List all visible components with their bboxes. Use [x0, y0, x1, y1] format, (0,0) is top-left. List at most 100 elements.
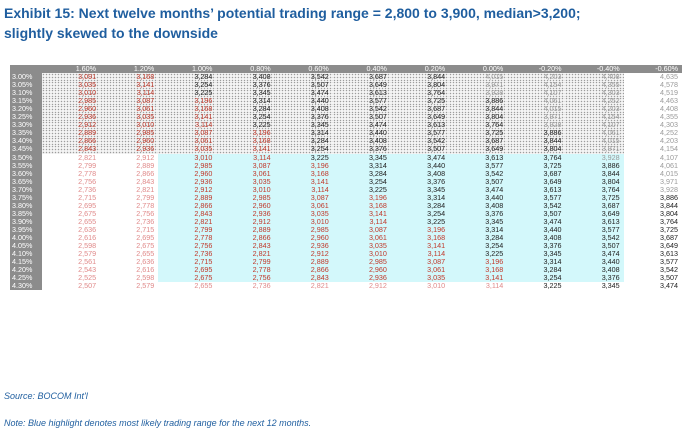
table-cell: 3,725 — [507, 161, 566, 170]
table-cell: 3,087 — [274, 193, 333, 202]
table-row: 3.40% 2,866 2,960 3,061 3,168 3,284 3,408 3,542… — [10, 137, 682, 146]
table-cell: 2,579 — [41, 250, 101, 259]
table-cell: 2,736 — [216, 282, 275, 291]
row-header: 3.25% — [10, 113, 42, 122]
row-header: 3.40% — [10, 137, 42, 146]
table-cell: 2,985 — [274, 225, 333, 234]
table-cell: 3,613 — [565, 217, 624, 226]
table-cell: 2,866 — [216, 233, 275, 243]
table-cell: 3,010 — [100, 121, 159, 130]
table-cell: 2,561 — [41, 258, 101, 267]
table-cell: 3,141 — [216, 145, 275, 154]
table-cell: 3,577 — [332, 97, 391, 106]
row-header: 3.70% — [10, 185, 42, 194]
table-cell: 2,912 — [158, 185, 217, 194]
table-row: 3.80% 2,695 2,778 2,866 2,960 3,061 3,168 3,284… — [10, 201, 682, 210]
row-header: 3.85% — [10, 209, 42, 218]
table-cell: 3,613 — [332, 89, 391, 98]
table-cell: 3,971 — [507, 113, 566, 122]
table-cell: 3,376 — [274, 113, 333, 122]
table-cell: 3,035 — [100, 113, 159, 122]
table-cell: 3,035 — [332, 242, 391, 251]
title-line-1: Exhibit 15: Next twelve months’ potentia… — [4, 5, 581, 21]
table-cell: 3,061 — [216, 169, 275, 178]
column-header: 0.20% — [390, 65, 450, 74]
table-cell: 3,345 — [507, 250, 566, 259]
table-cell: 4,252 — [623, 129, 682, 138]
table-cell: 3,314 — [390, 193, 450, 202]
table-cell: 2,778 — [216, 266, 275, 275]
title-line-2: slightly skewed to the downside — [4, 25, 218, 41]
table-cell: 3,440 — [274, 97, 333, 106]
table-row: 4.20% 2,543 2,616 2,695 2,778 2,866 2,960 3,061… — [10, 266, 682, 275]
table-row: 4.15% 2,561 2,636 2,715 2,799 2,889 2,985 3,087… — [10, 258, 682, 267]
table-cell: 2,866 — [100, 169, 159, 178]
table-cell: 3,804 — [449, 113, 508, 122]
column-header: 0.60% — [274, 65, 333, 74]
row-header: 3.75% — [10, 193, 42, 202]
table-cell: 3,687 — [507, 169, 566, 178]
table-cell: 3,254 — [507, 274, 566, 283]
table-cell: 4,252 — [565, 97, 624, 106]
table-cell: 3,284 — [449, 233, 508, 243]
table-cell: 3,087 — [390, 258, 450, 267]
row-header: 3.65% — [10, 177, 42, 186]
table-cell: 2,736 — [158, 250, 217, 259]
table-cell: 2,960 — [158, 169, 217, 178]
column-header: 1.20% — [100, 65, 159, 74]
table-cell: 4,519 — [623, 89, 682, 98]
table-cell: 3,254 — [390, 209, 450, 218]
table-cell: 3,971 — [449, 81, 508, 90]
column-header: 0.40% — [332, 65, 391, 74]
table-cell: 3,440 — [565, 258, 624, 267]
table-row: 3.50% 2,821 2,912 3,010 3,114 3,225 3,345 3,474… — [10, 153, 682, 162]
row-header: 4.10% — [10, 250, 42, 259]
table-cell: 3,649 — [623, 242, 682, 251]
table-cell: 3,376 — [390, 177, 450, 186]
table-cell: 3,010 — [274, 217, 333, 226]
table-cell: 3,010 — [216, 185, 275, 194]
table-cell: 3,114 — [274, 185, 333, 194]
table-cell: 2,756 — [41, 177, 101, 186]
table-cell: 2,778 — [41, 169, 101, 178]
table-cell: 3,725 — [623, 225, 682, 234]
table-cell: 3,408 — [390, 169, 450, 178]
table-cell: 3,928 — [565, 153, 624, 162]
table-row: 3.35% 2,889 2,985 3,087 3,196 3,314 3,440 3,577… — [10, 129, 682, 138]
table-cell: 3,507 — [449, 177, 508, 186]
table-row: 3.90% 2,655 2,736 2,821 2,912 3,010 3,114 3,225… — [10, 217, 682, 226]
table-cell: 2,843 — [100, 177, 159, 186]
table-cell: 3,010 — [158, 153, 217, 162]
table-cell: 2,778 — [158, 233, 217, 243]
table-cell: 3,035 — [41, 81, 101, 90]
table-cell: 3,254 — [216, 113, 275, 122]
table-cell: 4,061 — [623, 161, 682, 170]
row-header: 3.35% — [10, 129, 42, 138]
table-cell: 2,843 — [41, 145, 101, 154]
table-cell: 2,936 — [41, 113, 101, 122]
table-cell: 3,345 — [565, 282, 624, 291]
table-cell: 3,314 — [332, 161, 391, 170]
table-cell: 3,254 — [332, 177, 391, 186]
table-cell: 3,408 — [274, 105, 333, 114]
table-cell: 2,799 — [41, 161, 101, 170]
table-cell: 4,107 — [565, 121, 624, 130]
table-cell: 3,345 — [216, 89, 275, 98]
table-cell: 2,756 — [216, 274, 275, 283]
table-cell: 3,141 — [449, 274, 508, 283]
table-cell: 3,141 — [332, 209, 391, 218]
table-cell: 3,087 — [216, 161, 275, 170]
table-cell: 2,889 — [158, 193, 217, 202]
table-row: 3.70% 2,736 2,821 2,912 3,010 3,114 3,225 3,345… — [10, 185, 682, 194]
row-header: 3.30% — [10, 121, 42, 130]
table-cell: 3,314 — [507, 258, 566, 267]
table-row: 3.00% 3,091 3,168 3,284 3,408 3,542 3,687 3,844… — [10, 73, 682, 82]
table-row: 3.45% 2,843 2,936 3,035 3,141 3,254 3,376 3,507… — [10, 145, 682, 154]
table-cell: 3,649 — [565, 209, 624, 218]
table-cell: 2,675 — [158, 274, 217, 283]
table-cell: 3,168 — [100, 73, 159, 82]
table-cell: 2,960 — [216, 201, 275, 210]
table-cell: 3,928 — [623, 185, 682, 194]
table-cell: 3,687 — [332, 73, 391, 82]
table-row: 4.25% 2,525 2,598 2,675 2,756 2,843 2,936 3,035… — [10, 274, 682, 283]
